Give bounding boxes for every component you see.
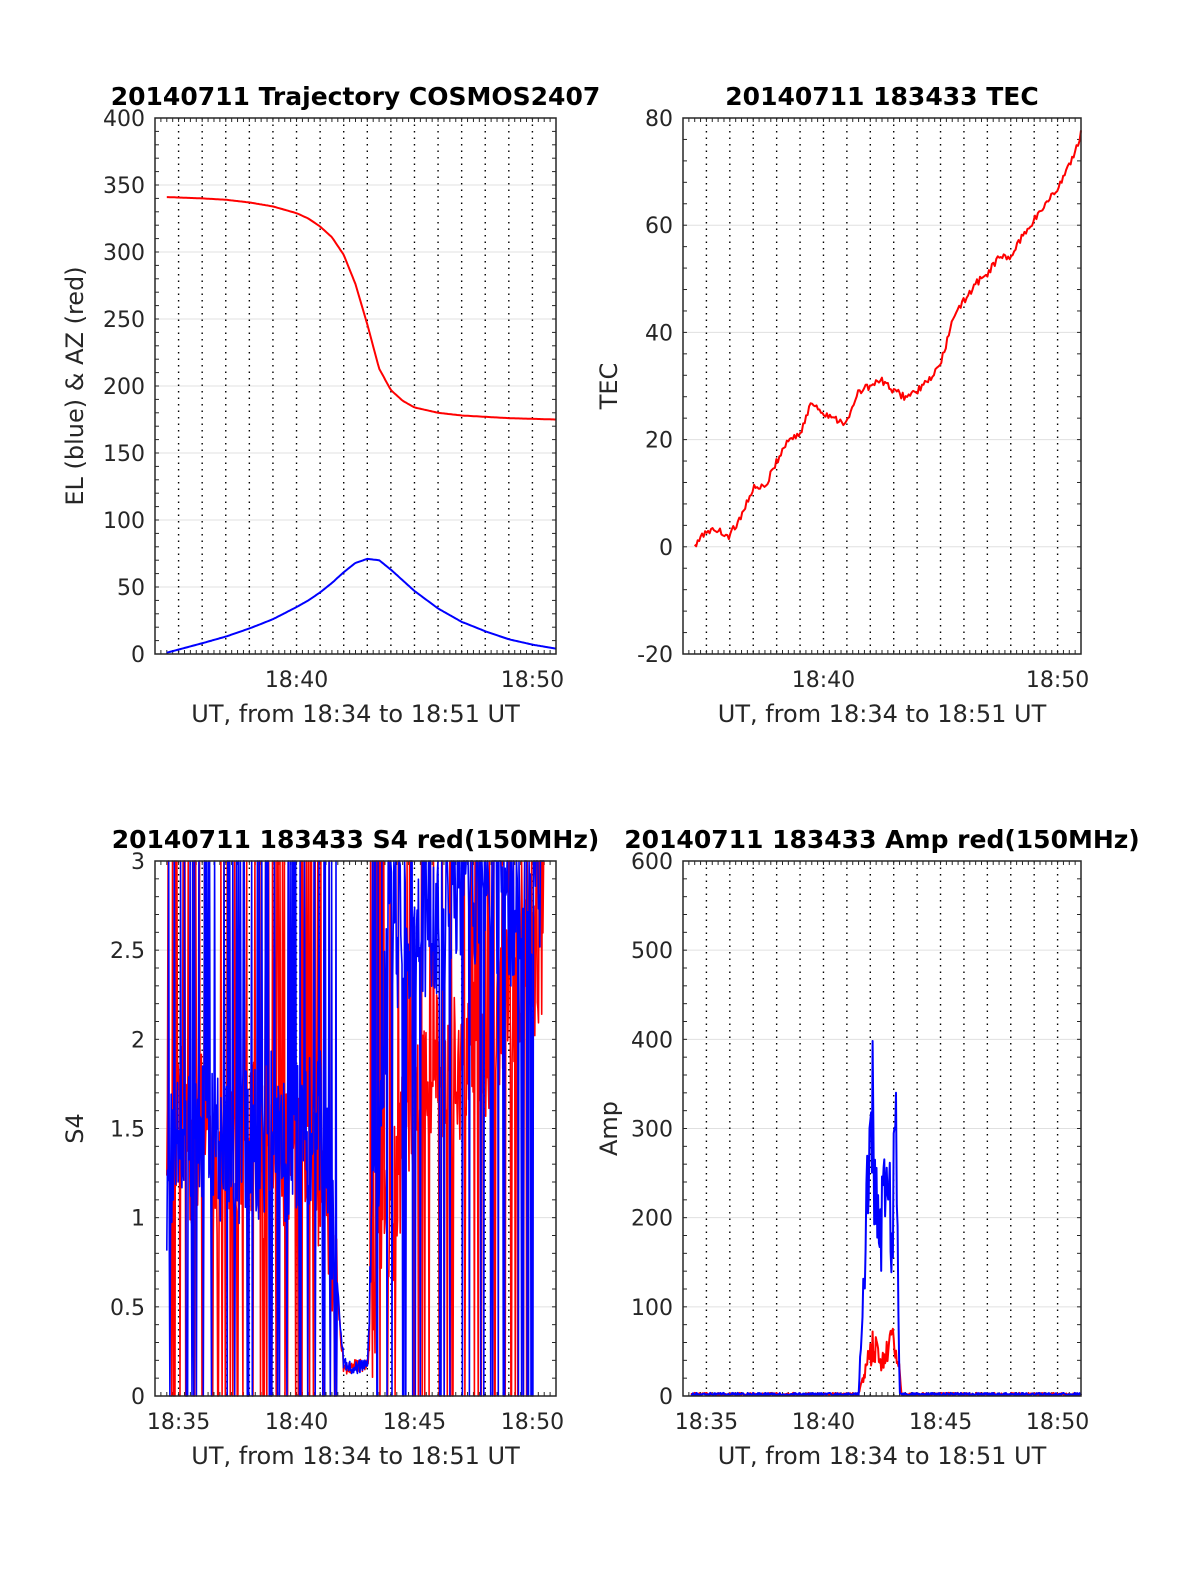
chart-title: 20140711 Trajectory COSMOS2407 <box>111 82 601 111</box>
y-axis-label: S4 <box>61 1113 89 1144</box>
x-tick-label: 18:50 <box>501 668 564 693</box>
series-line-2 <box>690 1040 1082 1397</box>
x-tick-label: 18:35 <box>675 1410 738 1435</box>
x-tick-label: 18:45 <box>909 1410 972 1435</box>
x-axis-label: UT, from 18:34 to 18:51 UT <box>191 700 520 728</box>
y-tick-label: 0 <box>131 1385 145 1410</box>
x-tick-label: 18:45 <box>383 1410 446 1435</box>
y-tick-label: 40 <box>645 321 673 346</box>
x-tick-label: 18:40 <box>265 1410 328 1435</box>
y-tick-label: 20 <box>645 429 673 454</box>
series-line-2 <box>166 557 557 654</box>
axes-box <box>682 117 1082 655</box>
y-tick-label: 350 <box>103 174 145 199</box>
y-tick-label: 100 <box>631 1296 673 1321</box>
chart-4: 0 100 200 300 400 500 600 18:35 18:40 18:45 18:50 U… <box>595 825 1140 1470</box>
y-tick-label: 2.5 <box>110 939 145 964</box>
axes-box <box>682 860 1082 1397</box>
y-tick-label: 300 <box>103 241 145 266</box>
series-line-1 <box>166 196 556 421</box>
y-axis-label: Amp <box>595 1101 623 1156</box>
x-tick-label: 18:40 <box>792 668 855 693</box>
chart-title: 20140711 183433 TEC <box>725 82 1038 111</box>
axes-box <box>154 860 557 1397</box>
y-tick-label: 1.5 <box>110 1118 145 1143</box>
chart-2: -20 0 20 40 60 80 18:40 18:50 UT, from 18:34 to … <box>595 82 1089 728</box>
y-tick-label: 2 <box>131 1028 145 1053</box>
y-tick-label: 50 <box>117 576 145 601</box>
y-tick-label: 500 <box>631 939 673 964</box>
x-tick-label: 18:50 <box>1026 668 1089 693</box>
y-tick-label: 3 <box>131 850 145 875</box>
chart-1: 0 50 100 150 200 250 300 350 400 18:40 18:50 UT, fr… <box>61 82 600 728</box>
x-tick-label: 18:50 <box>501 1410 564 1435</box>
y-axis-label: TEC <box>595 363 623 411</box>
series-line-1 <box>690 1327 1082 1397</box>
y-tick-label: 0.5 <box>110 1296 145 1321</box>
y-tick-label: 200 <box>103 375 145 400</box>
series-line-1 <box>693 130 1082 548</box>
y-tick-label: 400 <box>631 1028 673 1053</box>
y-tick-label: 0 <box>659 536 673 561</box>
y-tick-label: 60 <box>645 214 673 239</box>
y-axis-label: EL (blue) & AZ (red) <box>61 266 89 505</box>
x-axis-label: UT, from 18:34 to 18:51 UT <box>718 1442 1047 1470</box>
x-tick-label: 18:50 <box>1026 1410 1089 1435</box>
y-tick-label: 100 <box>103 509 145 534</box>
y-tick-label: 80 <box>645 107 673 132</box>
y-tick-label: 600 <box>631 850 673 875</box>
x-tick-label: 18:35 <box>147 1410 210 1435</box>
y-tick-label: 0 <box>131 643 145 668</box>
y-tick-label: 1 <box>131 1207 145 1232</box>
y-tick-label: -20 <box>637 643 673 668</box>
x-tick-label: 18:40 <box>792 1410 855 1435</box>
x-axis-label: UT, from 18:34 to 18:51 UT <box>191 1442 520 1470</box>
y-tick-label: 250 <box>103 308 145 333</box>
chart-title: 20140711 183433 S4 red(150MHz) <box>112 825 600 854</box>
y-tick-label: 300 <box>631 1118 673 1143</box>
y-tick-label: 0 <box>659 1385 673 1410</box>
y-tick-label: 150 <box>103 442 145 467</box>
chart-title: 20140711 183433 Amp red(150MHz) <box>624 825 1140 854</box>
y-tick-label: 200 <box>631 1207 673 1232</box>
y-tick-label: 400 <box>103 107 145 132</box>
x-tick-label: 18:40 <box>265 668 328 693</box>
x-axis-label: UT, from 18:34 to 18:51 UT <box>718 700 1047 728</box>
axes-box <box>154 117 557 655</box>
chart-3: 0 0.5 1 1.5 2 2.5 3 18:35 18:40 18:45 18:50 UT, fro… <box>61 825 599 1470</box>
